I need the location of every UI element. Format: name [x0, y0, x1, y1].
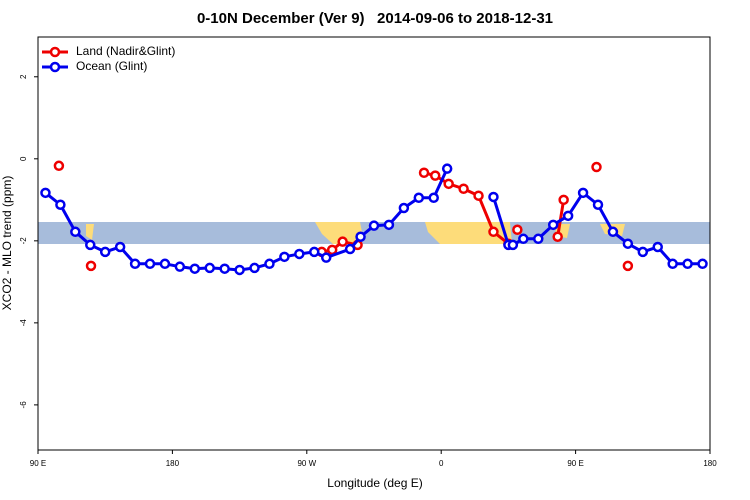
point — [159, 258, 171, 270]
point — [398, 202, 410, 214]
point — [40, 187, 51, 199]
point — [473, 190, 484, 201]
point — [697, 258, 708, 270]
chart-title: 0-10N December (Ver 9) 2014-09-06 to 201… — [197, 10, 553, 27]
x-tick-label: 90 E — [30, 459, 46, 468]
point — [637, 246, 649, 258]
x-tick-label: 90 E — [567, 459, 583, 468]
x-axis-label: Longitude (deg E) — [327, 476, 422, 490]
point — [667, 258, 678, 270]
legend-marker — [49, 61, 61, 73]
legend-marker — [49, 46, 61, 58]
point — [413, 192, 425, 204]
point — [622, 238, 634, 249]
series-line — [44, 168, 703, 272]
y-tick-label: -2 — [19, 237, 28, 245]
point — [249, 262, 260, 274]
point — [174, 261, 186, 272]
y-axis-label: XCO2 - MLO trend (ppm) — [0, 176, 14, 311]
point — [607, 226, 619, 238]
land-blob — [86, 224, 94, 240]
point — [429, 170, 441, 181]
point — [85, 260, 97, 272]
land-blob — [315, 222, 362, 244]
point — [488, 226, 499, 238]
point — [552, 231, 563, 242]
point — [591, 161, 602, 173]
y-tick-label: -6 — [19, 401, 28, 409]
point — [219, 263, 230, 274]
point — [507, 239, 519, 251]
point — [294, 248, 305, 260]
point — [652, 241, 663, 253]
point — [344, 243, 356, 255]
land-blob — [425, 222, 512, 244]
point — [279, 251, 290, 263]
point — [441, 163, 453, 174]
point — [204, 262, 215, 274]
point — [488, 191, 499, 203]
point — [518, 233, 529, 245]
point — [264, 258, 275, 270]
y-tick-label: -4 — [19, 319, 28, 327]
point — [144, 258, 156, 270]
point — [592, 199, 604, 210]
point — [337, 236, 348, 247]
point — [368, 220, 380, 231]
point — [309, 246, 320, 258]
legend-label: Land (Nadir&Glint) — [76, 44, 175, 58]
point — [129, 258, 141, 270]
legend-label: Ocean (Glint) — [76, 59, 147, 73]
point — [189, 263, 201, 274]
x-tick-label: 0 — [439, 459, 444, 468]
plot-frame — [37, 36, 711, 451]
y-tick-label: 0 — [19, 156, 28, 161]
point — [326, 244, 338, 256]
x-tick-label: 90 W — [297, 459, 316, 468]
point — [682, 258, 693, 270]
point — [70, 226, 81, 238]
point — [53, 160, 65, 172]
x-tick-label: 180 — [703, 459, 717, 468]
point — [383, 219, 395, 231]
point — [533, 233, 544, 245]
point — [512, 224, 523, 236]
point — [234, 264, 245, 276]
point — [55, 199, 66, 210]
point — [355, 231, 366, 242]
point — [320, 252, 332, 263]
point — [562, 210, 574, 222]
point — [99, 246, 111, 258]
point — [443, 178, 454, 190]
point — [418, 167, 430, 179]
x-tick-label: 180 — [166, 459, 180, 468]
point — [458, 183, 469, 194]
point — [547, 219, 559, 231]
y-tick-label: 2 — [19, 74, 28, 79]
point — [622, 260, 634, 272]
point — [577, 187, 589, 199]
point — [558, 194, 569, 206]
point — [428, 192, 439, 204]
point — [85, 239, 96, 251]
point — [114, 241, 126, 253]
